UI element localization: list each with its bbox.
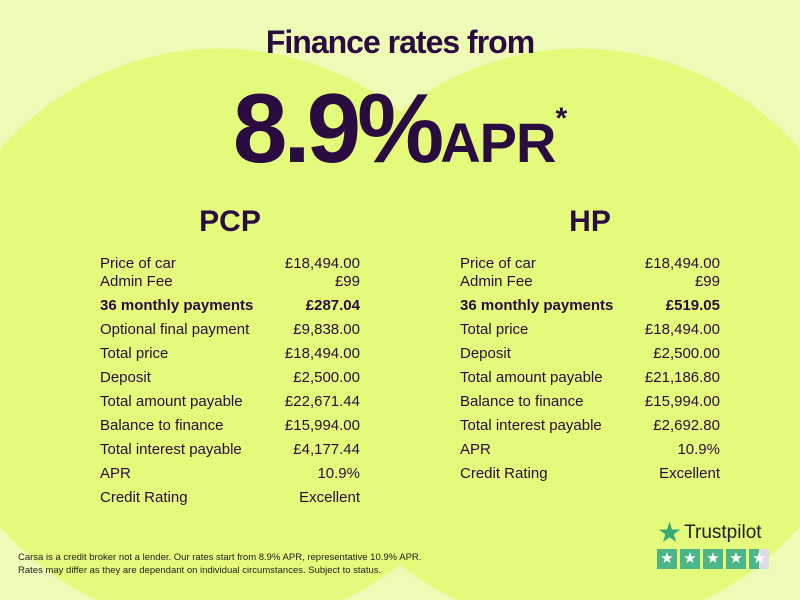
plan-row: Price of car £18,494.00	[460, 255, 720, 273]
row-value: £18,494.00	[284, 345, 360, 362]
row-label: Optional final payment	[100, 321, 250, 338]
disclaimer-line: Rates may differ as they are dependant o…	[18, 565, 382, 576]
plan-row: Total interest payable £4,177.44	[100, 441, 360, 465]
row-value: £15,994.00	[644, 393, 720, 410]
plan-title: HP	[569, 205, 611, 238]
row-label: Credit Rating	[100, 489, 188, 506]
plan-pcp: PCP Price of car £18,494.00 Admin Fee £99 36 …	[100, 205, 360, 513]
row-value: £21,186.80	[644, 369, 720, 386]
row-value: £4,177.44	[293, 441, 360, 458]
plan-row: Deposit £2,500.00	[100, 369, 360, 393]
row-label: Deposit	[460, 345, 511, 362]
trustpilot-label: Trustpilot	[684, 522, 762, 543]
plan-row: APR 10.9%	[460, 441, 720, 465]
trustpilot-logo: ★ Trustpilot	[657, 517, 769, 548]
row-value: £99	[334, 273, 360, 290]
row-label: 36 monthly payments	[460, 297, 614, 314]
row-value: £9,838.00	[293, 321, 360, 338]
rate-asterisk: *	[555, 102, 568, 135]
row-value: £18,494.00	[644, 321, 720, 338]
row-value: £22,671.44	[284, 393, 360, 410]
row-value: £287.04	[305, 297, 360, 314]
row-label: APR	[100, 465, 131, 482]
row-value: £2,500.00	[293, 369, 360, 386]
row-label: Deposit	[100, 369, 151, 386]
row-value: £2,500.00	[653, 345, 720, 362]
row-label: 36 monthly payments	[100, 297, 254, 314]
plan-row: 36 monthly payments £287.04	[100, 297, 360, 321]
row-label: Price of car	[460, 255, 536, 272]
row-value: Excellent	[659, 465, 720, 482]
plan-row: Optional final payment £9,838.00	[100, 321, 360, 345]
plan-row: Deposit £2,500.00	[460, 345, 720, 369]
plan-title: PCP	[199, 205, 261, 238]
row-label: Total interest payable	[100, 441, 242, 458]
headline: Finance rates from	[265, 24, 535, 60]
rating-star-icon: ★	[703, 549, 723, 569]
plan-row: 36 monthly payments £519.05	[460, 297, 720, 321]
plan-row: Price of car £18,494.00	[100, 255, 360, 273]
row-label: Total amount payable	[100, 393, 243, 410]
rating-star-icon: ★	[657, 549, 677, 569]
star-icon: ★	[657, 517, 683, 548]
rating-star-icon: ★	[749, 549, 769, 569]
plan-row: Total interest payable £2,692.80	[460, 417, 720, 441]
row-label: APR	[460, 441, 491, 458]
plan-row: Admin Fee £99	[100, 273, 360, 297]
row-label: Price of car	[100, 255, 176, 272]
rating-star-icon: ★	[680, 549, 700, 569]
row-value: £15,994.00	[284, 417, 360, 434]
plan-row: Total price £18,494.00	[460, 321, 720, 345]
trustpilot-badge[interactable]: ★ Trustpilot ★ ★ ★ ★ ★	[657, 517, 769, 569]
row-value: £99	[694, 273, 720, 290]
plan-row: Total price £18,494.00	[100, 345, 360, 369]
plan-row: Total amount payable £21,186.80	[460, 369, 720, 393]
plan-row: Balance to finance £15,994.00	[100, 417, 360, 441]
disclaimer: Carsa is a credit broker not a lender. O…	[18, 551, 421, 577]
row-label: Credit Rating	[460, 465, 548, 482]
rating-star-icon: ★	[726, 549, 746, 569]
plan-hp: HP Price of car £18,494.00 Admin Fee £99 36 m…	[460, 205, 720, 489]
row-value: £18,494.00	[644, 255, 720, 272]
row-label: Balance to finance	[460, 393, 584, 410]
row-label: Total price	[100, 345, 169, 362]
row-value: £2,692.80	[653, 417, 720, 434]
plan-row: Admin Fee £99	[460, 273, 720, 297]
plan-row: Total amount payable £22,671.44	[100, 393, 360, 417]
row-value: £18,494.00	[284, 255, 360, 272]
row-value: £519.05	[665, 297, 720, 314]
row-label: Total interest payable	[460, 417, 602, 434]
rate-display: 8.9%APR*	[0, 72, 800, 185]
trustpilot-stars: ★ ★ ★ ★ ★	[657, 549, 769, 569]
row-label: Total price	[460, 321, 529, 338]
disclaimer-line: Carsa is a credit broker not a lender. O…	[18, 552, 422, 563]
row-label: Balance to finance	[100, 417, 224, 434]
plan-row: Credit Rating Excellent	[460, 465, 720, 489]
row-label: Admin Fee	[460, 273, 533, 290]
row-label: Admin Fee	[100, 273, 173, 290]
plan-row: Credit Rating Excellent	[100, 489, 360, 513]
rate-value: 8.9%	[232, 73, 444, 183]
plan-row: Balance to finance £15,994.00	[460, 393, 720, 417]
row-value: Excellent	[299, 489, 360, 506]
rate-label: APR	[440, 111, 556, 174]
row-label: Total amount payable	[460, 369, 603, 386]
plan-row: APR 10.9%	[100, 465, 360, 489]
row-value: 10.9%	[317, 465, 360, 482]
row-value: 10.9%	[677, 441, 720, 458]
